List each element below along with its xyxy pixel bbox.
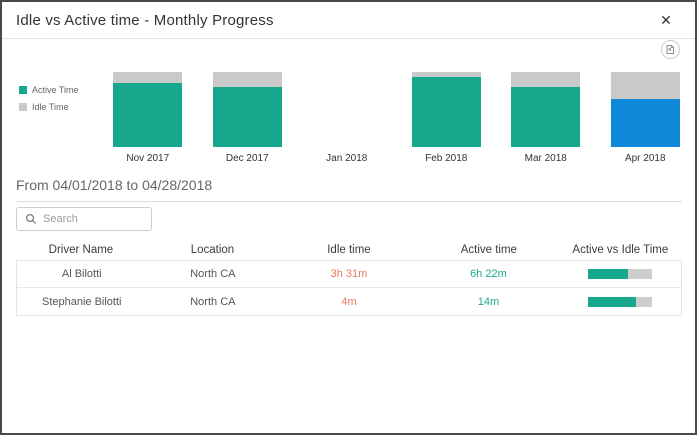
legend-item-idle[interactable]: Idle Time xyxy=(19,102,98,112)
idle-time-cell: 4m xyxy=(341,295,357,308)
stacked-bar-selected[interactable] xyxy=(610,72,680,147)
category-label: Dec 2017 xyxy=(225,153,269,164)
category-label: Nov 2017 xyxy=(126,153,170,164)
category-label: Mar 2018 xyxy=(524,153,567,164)
bar-slot-nov-2017: Nov 2017 xyxy=(98,72,198,164)
bar-slot-mar-2018: Mar 2018 xyxy=(496,72,596,164)
table-body: Al Bilotti North CA 3h 31m 6h 22m Stepha… xyxy=(16,260,682,316)
legend-label: Idle Time xyxy=(32,102,69,112)
table-header: Driver Name Location Idle time Active ti… xyxy=(16,239,682,260)
idle-time-cell: 3h 31m xyxy=(330,268,368,280)
col-header-idle-time: Idle time xyxy=(327,243,371,256)
dialog-title: Idle vs Active time - Monthly Progress xyxy=(16,12,274,29)
table-row[interactable]: Al Bilotti North CA 3h 31m 6h 22m xyxy=(17,261,681,288)
active-segment xyxy=(113,83,183,147)
driver-name-cell: Al Bilotti xyxy=(61,268,102,280)
active-segment xyxy=(610,99,680,147)
active-segment xyxy=(411,77,481,147)
export-report-icon xyxy=(666,45,674,54)
date-range-row: From 04/01/2018 to 04/28/2018 xyxy=(16,177,682,202)
close-button[interactable]: ✕ xyxy=(651,2,681,39)
ratio-bar-track xyxy=(587,296,652,307)
location-cell: North CA xyxy=(190,268,236,280)
category-label: Jan 2018 xyxy=(326,153,368,164)
col-header-location: Location xyxy=(190,243,235,256)
active-time-cell: 6h 22m xyxy=(470,268,507,280)
bar-slot-apr-2018: Apr 2018 xyxy=(596,72,696,164)
stacked-bar[interactable] xyxy=(113,72,183,147)
stacked-bar[interactable] xyxy=(212,72,282,147)
chart-legend: Active Time Idle Time xyxy=(2,72,98,164)
dialog-header: Idle vs Active time - Monthly Progress ✕ xyxy=(2,2,695,39)
category-label: Feb 2018 xyxy=(425,153,468,164)
search-input[interactable] xyxy=(43,213,145,225)
stacked-bar[interactable] xyxy=(411,72,481,147)
search-box[interactable] xyxy=(16,207,152,231)
location-cell: North CA xyxy=(190,295,236,308)
ratio-bar-fill xyxy=(587,296,636,307)
table-row[interactable]: Stephanie Bilotti North CA 4m 14m xyxy=(17,288,681,315)
active-vs-idle-cell xyxy=(558,296,681,307)
active-segment xyxy=(212,87,282,147)
idle-segment xyxy=(610,72,680,99)
legend-item-active[interactable]: Active Time xyxy=(19,85,98,95)
ratio-bar-fill xyxy=(587,269,628,279)
bar-slot-dec-2017: Dec 2017 xyxy=(198,72,298,164)
stacked-bar-empty xyxy=(312,72,381,147)
idle-segment xyxy=(113,72,183,84)
col-header-active-vs-idle: Active vs Idle Time xyxy=(572,243,669,256)
col-header-active-time: Active time xyxy=(460,243,517,256)
idle-segment xyxy=(411,72,481,78)
ratio-bar-track xyxy=(587,269,652,279)
stacked-bar[interactable] xyxy=(511,72,581,147)
bar-slot-jan-2018: Jan 2018 xyxy=(297,72,397,164)
active-time-cell: 14m xyxy=(477,295,500,308)
legend-label: Active Time xyxy=(32,85,79,95)
active-vs-idle-cell xyxy=(558,269,681,279)
bar-slot-feb-2018: Feb 2018 xyxy=(397,72,497,164)
drivers-table: Driver Name Location Idle time Active ti… xyxy=(16,239,682,316)
close-icon: ✕ xyxy=(660,12,672,28)
active-time-swatch xyxy=(19,86,27,94)
monthly-progress-chart: Active Time Idle Time Nov 2017 Dec 2017 xyxy=(2,72,695,164)
driver-name-cell: Stephanie Bilotti xyxy=(41,295,122,308)
category-label: Apr 2018 xyxy=(624,153,666,164)
active-segment xyxy=(511,87,581,147)
search-icon xyxy=(25,213,37,225)
idle-segment xyxy=(511,72,581,87)
idle-segment xyxy=(212,72,282,87)
col-header-driver-name: Driver Name xyxy=(48,243,114,256)
idle-time-swatch xyxy=(19,103,27,111)
date-range-label: From 04/01/2018 to 04/28/2018 xyxy=(16,177,213,193)
export-report-button[interactable] xyxy=(661,40,680,59)
